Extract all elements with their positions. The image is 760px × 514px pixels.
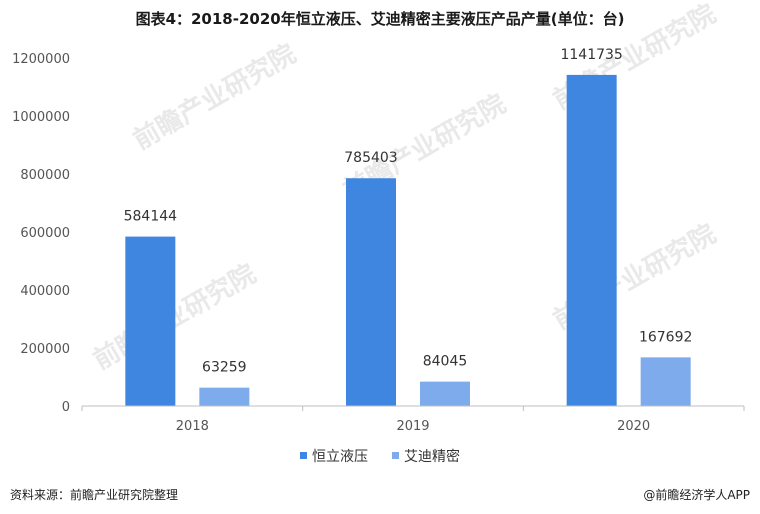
legend-swatch xyxy=(392,452,399,459)
bar xyxy=(566,74,617,406)
source-note: 资料来源：前瞻产业研究院整理 xyxy=(10,488,179,502)
data-label: 63259 xyxy=(202,360,247,376)
x-tick-label: 2019 xyxy=(396,419,429,434)
x-tick-label: 2020 xyxy=(617,419,650,434)
bar xyxy=(420,381,470,406)
data-label: 785403 xyxy=(344,150,397,166)
bar xyxy=(199,387,250,406)
bars: 584144 785403 1141735 63259 84045 167692 xyxy=(124,47,692,406)
data-label: 84045 xyxy=(423,354,468,370)
x-axis: 2018 2019 2020 xyxy=(81,405,745,434)
y-tick-label: 600000 xyxy=(20,226,70,241)
legend: 恒立液压 艾迪精密 xyxy=(300,448,460,465)
bar xyxy=(125,236,176,406)
y-tick-label: 400000 xyxy=(20,284,70,299)
bar xyxy=(640,357,691,406)
data-label: 167692 xyxy=(639,329,692,345)
data-label: 1141735 xyxy=(560,47,622,63)
x-tick-label: 2018 xyxy=(176,419,209,434)
legend-swatch xyxy=(300,452,307,459)
y-tick-label: 1000000 xyxy=(12,110,70,125)
chart-title: 图表4：2018-2020年恒立液压、艾迪精密主要液压产品产量(单位：台) xyxy=(135,10,625,28)
legend-label: 恒立液压 xyxy=(312,449,368,465)
legend-label: 艾迪精密 xyxy=(404,448,460,465)
y-tick-label: 800000 xyxy=(20,168,70,183)
y-axis: 0 200000 400000 600000 800000 1000000 1200000 xyxy=(12,52,70,415)
watermarks: 前瞻产业研究院前瞻产业研究院前瞻产业研究院前瞻产业研究院前瞻产业研究院 xyxy=(88,0,721,376)
data-label: 584144 xyxy=(124,209,178,225)
y-tick-label: 1200000 xyxy=(12,52,70,67)
watermark-text: 前瞻产业研究院 xyxy=(128,38,301,156)
y-tick-label: 0 xyxy=(62,400,70,415)
brand-mark: @前瞻经济学人APP xyxy=(643,488,750,502)
bar xyxy=(346,178,396,406)
y-tick-label: 200000 xyxy=(20,342,70,357)
